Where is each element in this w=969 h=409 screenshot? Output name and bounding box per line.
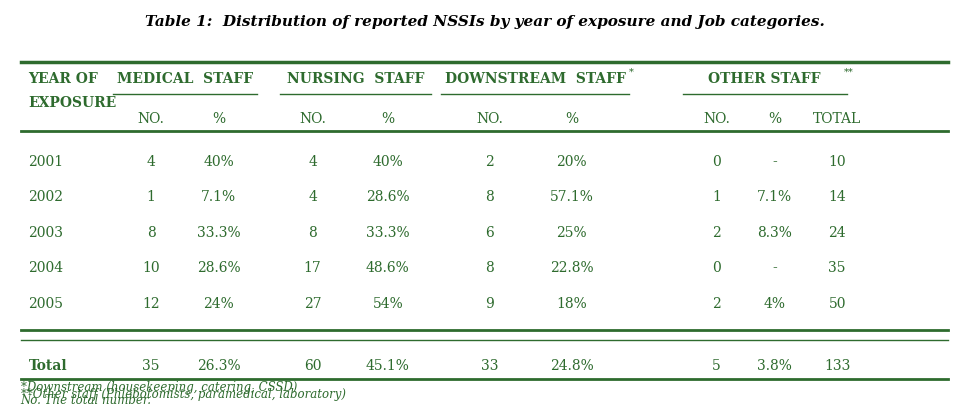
Text: YEAR OF: YEAR OF (28, 72, 98, 86)
Text: 2003: 2003 (28, 226, 63, 240)
Text: 4%: 4% (764, 297, 785, 311)
Text: 48.6%: 48.6% (366, 261, 410, 275)
Text: 3.8%: 3.8% (757, 359, 792, 373)
Text: 133: 133 (824, 359, 851, 373)
Text: NO.: NO. (138, 112, 165, 126)
Text: 33.3%: 33.3% (197, 226, 240, 240)
Text: 45.1%: 45.1% (366, 359, 410, 373)
Text: 9: 9 (484, 297, 494, 311)
Text: 10: 10 (142, 261, 160, 275)
Text: 8.3%: 8.3% (757, 226, 792, 240)
Text: 4: 4 (308, 155, 317, 169)
Text: *Downstream (housekeeping, catering, CSSD): *Downstream (housekeeping, catering, CSS… (20, 382, 297, 394)
Text: 10: 10 (828, 155, 846, 169)
Text: 24.8%: 24.8% (549, 359, 593, 373)
Text: -: - (772, 155, 777, 169)
Text: **: ** (844, 67, 854, 76)
Text: 60: 60 (303, 359, 322, 373)
Text: 2004: 2004 (28, 261, 64, 275)
Text: 54%: 54% (372, 297, 403, 311)
Text: 2: 2 (712, 226, 721, 240)
Text: TOTAL: TOTAL (813, 112, 861, 126)
Text: 27: 27 (303, 297, 322, 311)
Text: 7.1%: 7.1% (757, 191, 792, 204)
Text: OTHER STAFF: OTHER STAFF (708, 72, 821, 86)
Text: 17: 17 (303, 261, 322, 275)
Text: 33: 33 (481, 359, 498, 373)
Text: EXPOSURE: EXPOSURE (28, 96, 116, 110)
Text: NURSING  STAFF: NURSING STAFF (287, 72, 424, 86)
Text: 24%: 24% (203, 297, 234, 311)
Text: %: % (382, 112, 394, 126)
Text: 40%: 40% (372, 155, 403, 169)
Text: 20%: 20% (556, 155, 587, 169)
Text: -: - (772, 261, 777, 275)
Text: *: * (629, 67, 634, 76)
Text: 14: 14 (828, 191, 846, 204)
Text: 18%: 18% (556, 297, 587, 311)
Text: 4: 4 (146, 155, 156, 169)
Text: 8: 8 (484, 261, 494, 275)
Text: Total: Total (28, 359, 67, 373)
Text: 1: 1 (712, 191, 721, 204)
Text: 7.1%: 7.1% (202, 191, 236, 204)
Text: 35: 35 (142, 359, 160, 373)
Text: 24: 24 (828, 226, 846, 240)
Text: 0: 0 (712, 155, 721, 169)
Text: %: % (767, 112, 781, 126)
Text: 2: 2 (484, 155, 494, 169)
Text: 5: 5 (712, 359, 721, 373)
Text: 12: 12 (142, 297, 160, 311)
Text: 57.1%: 57.1% (549, 191, 593, 204)
Text: 2002: 2002 (28, 191, 63, 204)
Text: 22.8%: 22.8% (549, 261, 593, 275)
Text: 25%: 25% (556, 226, 587, 240)
Text: 8: 8 (308, 226, 317, 240)
Text: 0: 0 (712, 261, 721, 275)
Text: MEDICAL  STAFF: MEDICAL STAFF (117, 72, 253, 86)
Text: 35: 35 (828, 261, 846, 275)
Text: 2: 2 (712, 297, 721, 311)
Text: NO.: NO. (703, 112, 730, 126)
Text: 2005: 2005 (28, 297, 63, 311)
Text: 2001: 2001 (28, 155, 64, 169)
Text: 8: 8 (484, 191, 494, 204)
Text: 1: 1 (146, 191, 156, 204)
Text: %: % (212, 112, 226, 126)
Text: NO.: NO. (476, 112, 503, 126)
Text: %: % (565, 112, 578, 126)
Text: 28.6%: 28.6% (197, 261, 240, 275)
Text: 50: 50 (828, 297, 846, 311)
Text: 28.6%: 28.6% (366, 191, 410, 204)
Text: 40%: 40% (203, 155, 234, 169)
Text: No. The total number.: No. The total number. (20, 394, 152, 407)
Text: Table 1:  Distribution of reported NSSIs by year of exposure and Job categories.: Table 1: Distribution of reported NSSIs … (144, 15, 825, 29)
Text: DOWNSTREAM  STAFF: DOWNSTREAM STAFF (445, 72, 626, 86)
Text: 33.3%: 33.3% (366, 226, 410, 240)
Text: 8: 8 (146, 226, 156, 240)
Text: 4: 4 (308, 191, 317, 204)
Text: NO.: NO. (299, 112, 326, 126)
Text: **Other staff (Phlebotomists, paramedical, laboratory): **Other staff (Phlebotomists, paramedica… (20, 388, 346, 401)
Text: 26.3%: 26.3% (197, 359, 240, 373)
Text: 6: 6 (484, 226, 494, 240)
